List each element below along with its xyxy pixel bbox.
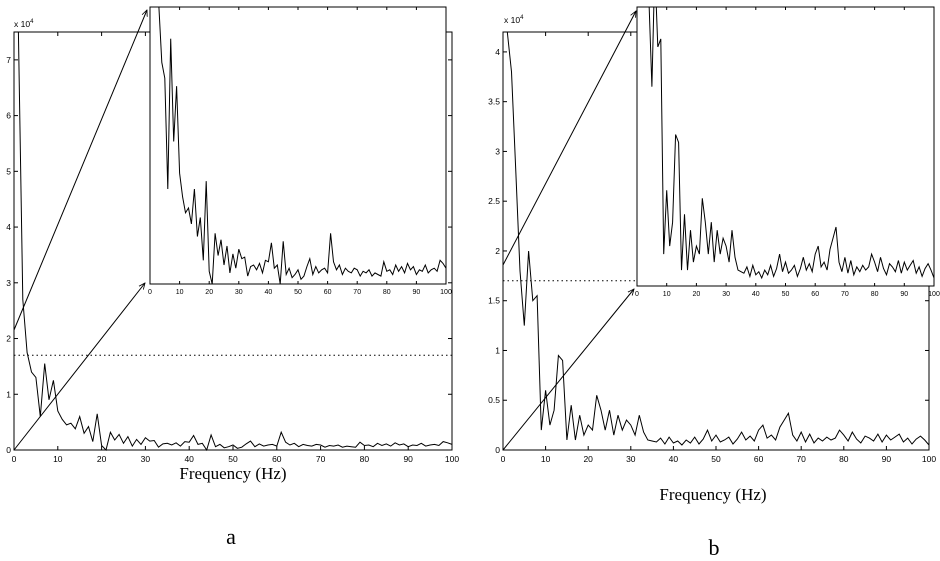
panel-a-main-xtick-label: 30 xyxy=(141,454,151,464)
panel-a-main-xtick-label: 70 xyxy=(316,454,326,464)
panel-b-main-ytick-label: 1.5 xyxy=(488,296,500,306)
panel-b-main-ytick-label: 3.5 xyxy=(488,97,500,107)
panel-a-inset-xtick-label: 20 xyxy=(205,289,213,296)
panel-a-main-xtick-label: 0 xyxy=(12,454,17,464)
panel-b-main-ytick-label: 2 xyxy=(495,246,500,256)
panel-b-inset-xtick-label: 70 xyxy=(841,291,849,298)
panel-b-main-xtick-label: 0 xyxy=(501,454,506,464)
panel-a-inset-xtick-label: 30 xyxy=(235,289,243,296)
panel-a-inset-xtick-label: 0 xyxy=(148,289,152,296)
panel-a-main-ytick-label: 6 xyxy=(6,111,11,121)
panel-a-zoom-arrow-lower xyxy=(13,283,145,451)
panel-b-y-exponent-label: x 104 xyxy=(504,15,524,25)
panel-a-main-ytick-label: 1 xyxy=(6,389,11,399)
panel-b-main-series-line xyxy=(503,31,930,446)
panel-b-inset-xtick-label: 30 xyxy=(722,291,730,298)
panel-a-main-xtick-label: 60 xyxy=(272,454,282,464)
panel-a-main-xtick-label: 90 xyxy=(403,454,413,464)
panel-a-main-xtick-label: 50 xyxy=(228,454,238,464)
panel-b-main-xtick-label: 70 xyxy=(796,454,806,464)
panel-b-main-xtick-label: 60 xyxy=(754,454,764,464)
panel-a-main-xtick-label: 80 xyxy=(360,454,370,464)
panel-b-main-ytick-label: 0 xyxy=(495,445,500,455)
panel-a-main-xtick-label: 10 xyxy=(53,454,63,464)
panel-b-main-xtick-label: 50 xyxy=(711,454,721,464)
panel-a-inset-xtick-label: 100 xyxy=(440,289,452,296)
panel-a: 0 10 20 30 40 50 60 70 80 90 100 0 1 2 3 4 5 6 7 x 104 0 10… xyxy=(6,6,459,549)
panel-a-main-series-line xyxy=(14,31,453,452)
panel-a-main-ytick-label: 3 xyxy=(6,278,11,288)
panel-a-main-ytick-label: 0 xyxy=(6,445,11,455)
panel-b-inset-ticks: 0 10 20 30 40 50 60 70 80 90 100 xyxy=(635,7,940,298)
panel-b-main-xtick-label: 10 xyxy=(541,454,551,464)
panel-b-inset-xtick-label: 90 xyxy=(900,291,908,298)
panel-b-main-ytick-label: 3 xyxy=(495,146,500,156)
panel-b-inset-xtick-label: 50 xyxy=(782,291,790,298)
panel-b-inset-xtick-label: 100 xyxy=(928,291,940,298)
panel-b-inset-xtick-label: 10 xyxy=(663,291,671,298)
panel-a-inset-xtick-label: 40 xyxy=(265,289,273,296)
panel-a-inset-series-line xyxy=(158,7,446,284)
panel-b-inset-xtick-label: 80 xyxy=(871,291,879,298)
panel-a-inset-xtick-label: 90 xyxy=(413,289,421,296)
panel-a-inset-xtick-label: 50 xyxy=(294,289,302,296)
panel-a-inset-ticks: 0 10 20 30 40 50 60 70 80 90 100 xyxy=(148,7,452,296)
panel-a-inset-xtick-label: 70 xyxy=(353,289,361,296)
panel-a-main-ytick-label: 4 xyxy=(6,222,11,232)
panel-a-main-xtick-label: 40 xyxy=(184,454,194,464)
panel-a-inset-xtick-label: 60 xyxy=(324,289,332,296)
panel-a-y-exponent-label: x 104 xyxy=(14,19,34,29)
panel-b-inset-xtick-label: 40 xyxy=(752,291,760,298)
panel-a-main-xtick-label: 100 xyxy=(445,454,459,464)
panel-b-main-ytick-label: 1 xyxy=(495,345,500,355)
panel-a-inset-xtick-label: 10 xyxy=(176,289,184,296)
panel-b-inset-xtick-label: 20 xyxy=(693,291,701,298)
panel-a-main-ytick-label: 5 xyxy=(6,166,11,176)
panel-b-zoom-arrow-upper xyxy=(502,11,636,266)
panel-a-main-ytick-label: 7 xyxy=(6,55,11,65)
panel-a-x-axis-label: Frequency (Hz) xyxy=(179,464,286,483)
panel-b-main-ytick-label: 0.5 xyxy=(488,395,500,405)
panel-b-main-ytick-label: 4 xyxy=(495,47,500,57)
panel-b-inset-axes xyxy=(636,6,935,287)
panel-b-inset-series-line xyxy=(648,7,934,280)
panel-b-inset-xtick-label: 60 xyxy=(811,291,819,298)
panel-b-inset-xtick-label: 0 xyxy=(635,291,639,298)
panel-b-main-xtick-label: 20 xyxy=(583,454,593,464)
panel-b-main-xtick-label: 40 xyxy=(669,454,679,464)
panel-a-inset-xtick-label: 80 xyxy=(383,289,391,296)
panel-a-main-ytick-label: 2 xyxy=(6,334,11,344)
panel-b-main-xtick-label: 30 xyxy=(626,454,636,464)
panel-a-zoom-arrow-upper xyxy=(13,10,147,331)
panel-b: 0 10 20 30 40 50 60 70 80 90 10000.511.522.533.54 … xyxy=(488,6,940,560)
panel-a-inset-axes xyxy=(149,6,447,285)
panel-b-letter: b xyxy=(709,535,720,560)
panel-b-x-axis-label: Frequency (Hz) xyxy=(659,485,766,504)
panel-b-main-xtick-label: 100 xyxy=(922,454,936,464)
panel-a-letter: a xyxy=(226,524,236,549)
panel-a-main-xtick-label: 20 xyxy=(97,454,107,464)
panel-b-main-xtick-label: 80 xyxy=(839,454,849,464)
panel-b-main-ytick-label: 2.5 xyxy=(488,196,500,206)
panel-b-zoom-arrow-lower xyxy=(502,289,634,451)
panel-b-main-xtick-label: 90 xyxy=(882,454,892,464)
